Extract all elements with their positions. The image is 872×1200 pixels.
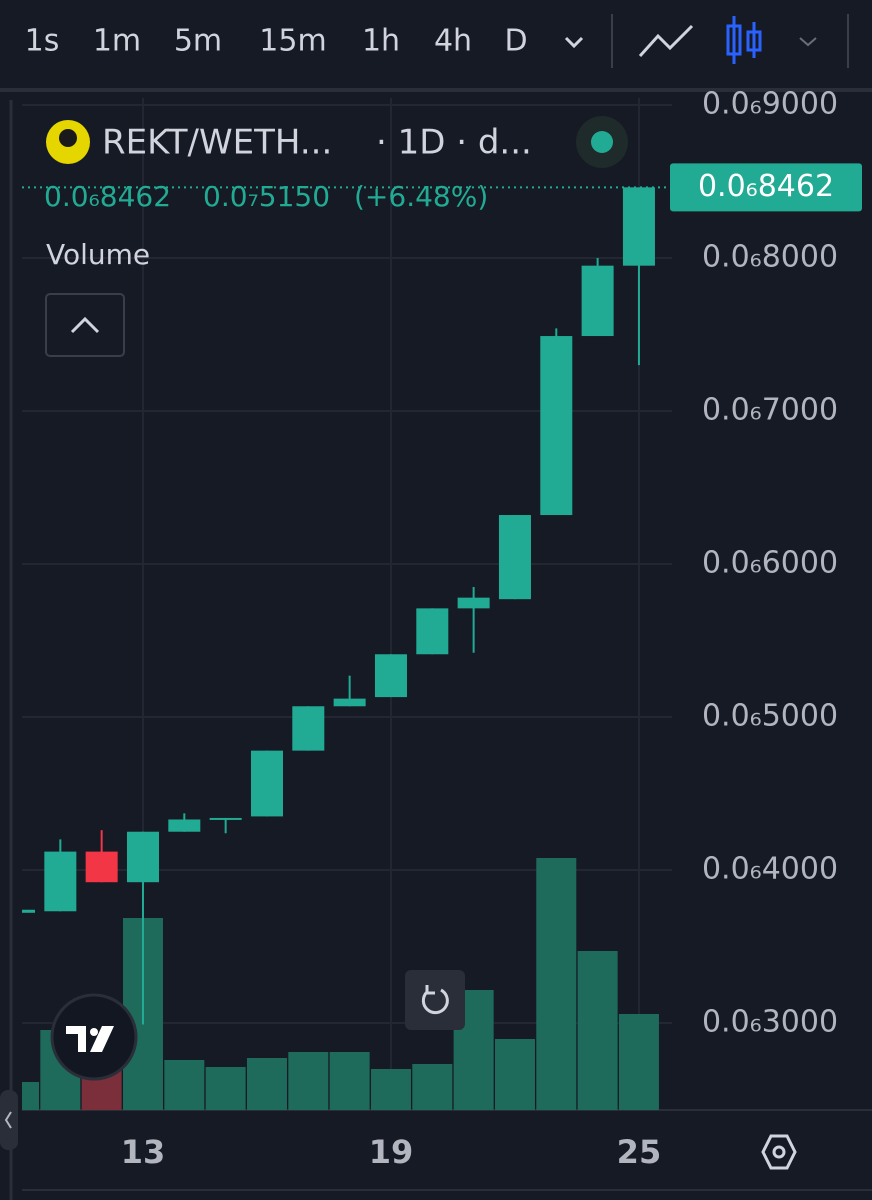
volume-label: Volume (46, 238, 150, 271)
change-percent: (+6.48%) (354, 180, 488, 213)
y-tick-label: 0.0₆8000 (702, 240, 838, 275)
y-tick-label: 0.0₆7000 (702, 393, 838, 428)
candle-body (85, 851, 118, 883)
candle-body (292, 706, 325, 751)
y-tick-label: 0.0₆3000 (702, 1004, 838, 1039)
collapse-button[interactable] (45, 293, 125, 357)
y-tick-label: 0.0₆4000 (702, 851, 838, 886)
y-tick-label: 0.0₆5000 (702, 698, 838, 733)
candle-body (168, 819, 201, 832)
settings-button[interactable] (761, 1134, 797, 1170)
interval-button[interactable]: 15m (259, 24, 326, 59)
candle-body (581, 265, 614, 337)
interval-button[interactable]: 5m (174, 24, 222, 59)
interval-button[interactable]: 1m (93, 24, 141, 59)
volume-bar (246, 1058, 287, 1110)
reset-button[interactable] (405, 970, 465, 1030)
x-tick-label: 13 (121, 1133, 166, 1171)
tradingview-mark (66, 1026, 114, 1052)
volume-bar (618, 1014, 659, 1110)
volume-bar (164, 1060, 205, 1110)
settings-icon (772, 1145, 786, 1159)
interval-dropdown[interactable] (564, 36, 584, 49)
status-dot (591, 131, 613, 153)
symbol[interactable]: REKT/WETH... (102, 123, 332, 163)
last-value: 0.0₆8462 (44, 180, 171, 213)
line-chart-button[interactable] (638, 24, 694, 58)
axes: 0.0₆3000 0.0₆4000 0.0₆5000 0.0₆6000 0.0₆7000… (121, 87, 862, 1171)
last-price-tag (670, 163, 862, 212)
interval-button[interactable]: D (504, 24, 527, 59)
volume-bar (536, 858, 577, 1110)
candle-body (22, 909, 35, 913)
volume-bar (329, 1052, 370, 1110)
candle-body (416, 608, 449, 655)
x-tick-label: 25 (617, 1133, 662, 1171)
candle-chart-button[interactable] (726, 16, 762, 64)
candle-body (498, 515, 531, 600)
candle-body (540, 336, 573, 516)
candle-body (333, 698, 366, 707)
candle-body (209, 817, 242, 820)
y-tick-label: 0.0₆6000 (702, 545, 838, 580)
x-tick-label: 19 (369, 1133, 414, 1171)
volume-bar (22, 1082, 39, 1110)
candle-body (126, 831, 159, 883)
tradingview-dot (90, 1028, 98, 1036)
tradingview-logo[interactable] (50, 993, 138, 1081)
interval-button[interactable]: 1s (25, 24, 60, 59)
candle-body (622, 187, 655, 266)
interval-button[interactable]: 4h (434, 24, 472, 59)
collapse-icon (70, 316, 100, 334)
candle-body (374, 654, 407, 698)
side-toggle[interactable] (0, 1090, 18, 1150)
volume-bar (205, 1067, 246, 1110)
symbol-logo-mark (59, 129, 77, 147)
change-value: 0.0₇5150 (203, 180, 330, 213)
candle-body (250, 750, 283, 817)
symbol-meta: · 1D · d... (376, 123, 532, 163)
volume-bar (412, 1064, 453, 1110)
y-tick-label: 0.0₆9000 (702, 87, 838, 122)
volume-bar (494, 1039, 535, 1110)
candle-body (44, 851, 77, 912)
volume-bar (577, 951, 618, 1110)
last-price-label: 0.0₆8462 (698, 169, 834, 204)
side-toggle-icon (4, 1111, 12, 1129)
interval-buttons: 1s 1m 5m 15m 1h 4h D (25, 24, 528, 59)
chart-type-dropdown[interactable] (799, 37, 817, 47)
candles (22, 186, 672, 1025)
volume-bar (288, 1052, 329, 1110)
interval-button[interactable]: 1h (362, 24, 400, 59)
reset-icon (421, 985, 449, 1015)
candle-body (457, 597, 490, 609)
volume-bar (370, 1069, 411, 1110)
